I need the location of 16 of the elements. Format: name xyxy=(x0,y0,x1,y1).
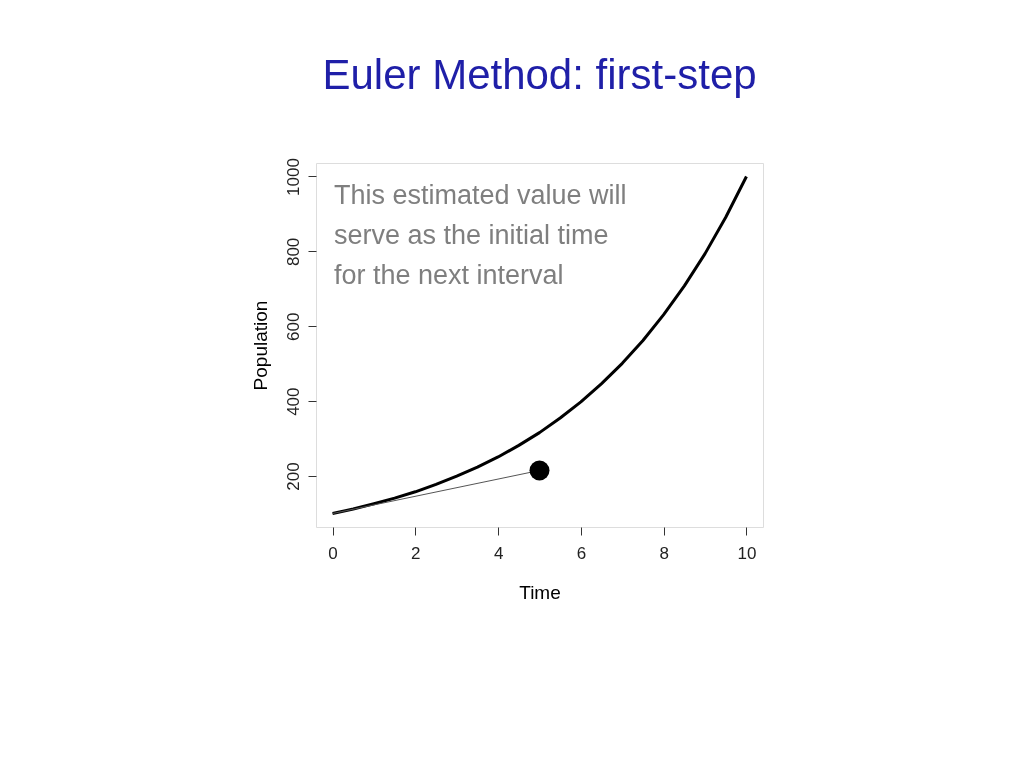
line-series xyxy=(331,174,748,516)
y-tick-label: 800 xyxy=(283,237,303,267)
x-tick-label: 10 xyxy=(737,543,757,563)
chart-title: Euler Method: first-step xyxy=(322,50,757,98)
x-tick-label: 8 xyxy=(659,543,669,563)
y-tick-label: 1000 xyxy=(283,158,303,196)
y-axis-title: Population xyxy=(249,300,271,391)
x-tick-label: 4 xyxy=(493,543,504,563)
y-tick-label: 400 xyxy=(283,387,303,416)
y-tick-label: 200 xyxy=(283,462,303,491)
x-tick-label: 6 xyxy=(576,543,587,563)
annotation: This estimated value will serve as the initial time for the next interval xyxy=(334,180,627,290)
x-tick-label: 0 xyxy=(328,543,338,563)
y-tick-label: 600 xyxy=(283,312,303,341)
x-tick-label: 2 xyxy=(411,543,421,563)
x-axis-title: Time xyxy=(519,581,561,603)
